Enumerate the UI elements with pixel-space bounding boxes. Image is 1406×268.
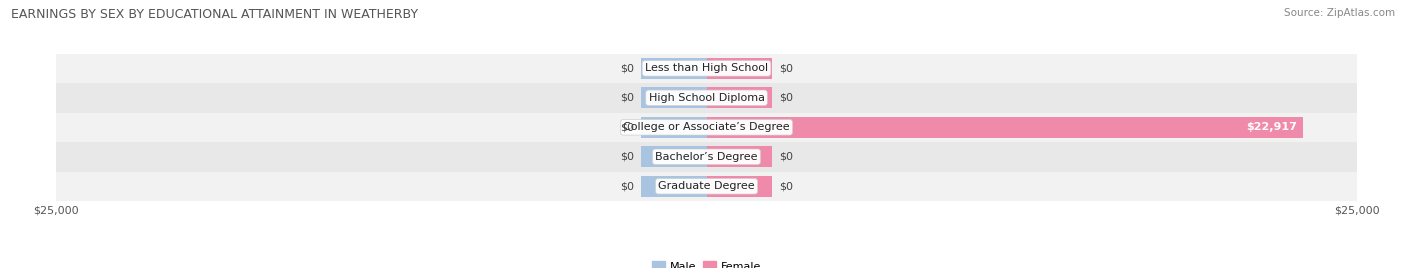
Text: EARNINGS BY SEX BY EDUCATIONAL ATTAINMENT IN WEATHERBY: EARNINGS BY SEX BY EDUCATIONAL ATTAINMEN… — [11, 8, 419, 21]
Text: $0: $0 — [620, 122, 634, 132]
Text: Bachelor’s Degree: Bachelor’s Degree — [655, 152, 758, 162]
Text: Less than High School: Less than High School — [645, 63, 768, 73]
Bar — [641, 117, 707, 138]
Bar — [641, 58, 707, 79]
Text: Source: ZipAtlas.com: Source: ZipAtlas.com — [1284, 8, 1395, 18]
Text: $0: $0 — [620, 181, 634, 191]
Bar — [707, 146, 772, 168]
Text: High School Diploma: High School Diploma — [648, 93, 765, 103]
Bar — [641, 176, 707, 197]
Text: $0: $0 — [779, 152, 793, 162]
Text: $22,917: $22,917 — [1247, 122, 1298, 132]
Bar — [641, 146, 707, 168]
Bar — [56, 113, 1357, 142]
Text: $0: $0 — [779, 93, 793, 103]
Bar — [707, 176, 772, 197]
Bar — [56, 142, 1357, 172]
Bar — [707, 117, 1302, 138]
Text: College or Associate’s Degree: College or Associate’s Degree — [623, 122, 790, 132]
Bar — [707, 58, 772, 79]
Text: Graduate Degree: Graduate Degree — [658, 181, 755, 191]
Bar — [641, 87, 707, 109]
Text: $0: $0 — [779, 63, 793, 73]
Text: $0: $0 — [620, 152, 634, 162]
Bar — [56, 83, 1357, 113]
Bar — [56, 54, 1357, 83]
Legend: Male, Female: Male, Female — [652, 261, 761, 268]
Text: $0: $0 — [779, 181, 793, 191]
Bar — [707, 87, 772, 109]
Text: $0: $0 — [620, 93, 634, 103]
Text: $0: $0 — [620, 63, 634, 73]
Bar — [56, 172, 1357, 201]
